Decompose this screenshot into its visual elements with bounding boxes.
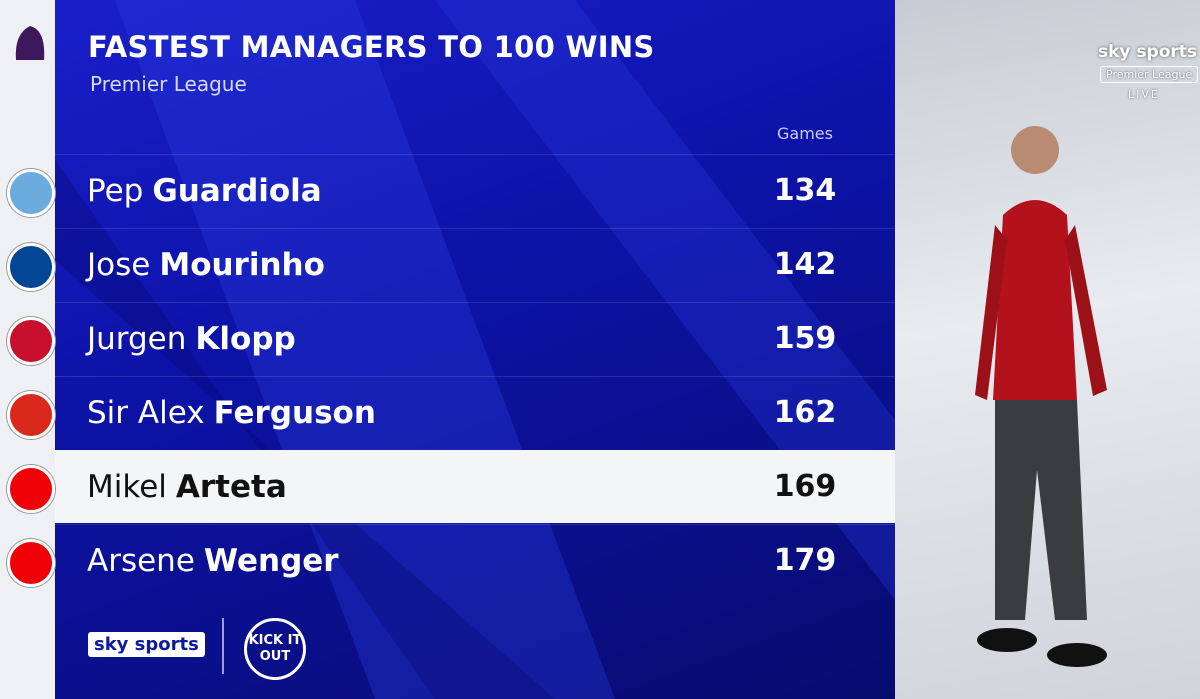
first-name: Sir Alex bbox=[87, 395, 205, 431]
manager-name: Jose Mourinho bbox=[87, 229, 325, 301]
subtitle: Premier League bbox=[90, 72, 247, 96]
table-row: Arsene Wenger 179 bbox=[55, 524, 895, 597]
league-logo bbox=[15, 26, 45, 60]
games-value: 134 bbox=[773, 173, 837, 208]
last-name: Wenger bbox=[203, 543, 339, 579]
table-row: Jurgen Klopp 159 bbox=[55, 302, 895, 375]
separator bbox=[222, 618, 224, 674]
campaign-logo: KICK IT OUT bbox=[244, 618, 306, 680]
channel-logo: sky sports bbox=[1098, 42, 1198, 62]
manager-name: Pep Guardiola bbox=[87, 155, 322, 227]
table-row: Pep Guardiola 134 bbox=[55, 154, 895, 227]
first-name: Jose bbox=[87, 247, 151, 283]
games-value: 179 bbox=[773, 543, 837, 578]
club-badge bbox=[7, 465, 55, 513]
first-name: Arsene bbox=[87, 543, 195, 579]
club-badge bbox=[7, 539, 55, 587]
first-name: Mikel bbox=[87, 469, 167, 505]
table-row: Mikel Arteta 169 bbox=[55, 450, 895, 523]
manager-name: Arsene Wenger bbox=[87, 525, 339, 597]
last-name: Mourinho bbox=[159, 247, 325, 283]
title: FASTEST MANAGERS TO 100 WINS bbox=[88, 30, 655, 64]
last-name: Klopp bbox=[195, 321, 296, 357]
table-panel bbox=[55, 0, 895, 699]
games-value: 162 bbox=[773, 395, 837, 430]
last-name: Arteta bbox=[175, 469, 287, 505]
manager-name: Sir Alex Ferguson bbox=[87, 377, 376, 449]
games-value: 142 bbox=[773, 247, 837, 282]
first-name: Jurgen bbox=[87, 321, 187, 357]
club-badge bbox=[7, 317, 55, 365]
column-header: Games bbox=[777, 124, 833, 143]
table-row: Jose Mourinho 142 bbox=[55, 228, 895, 301]
club-badge bbox=[7, 169, 55, 217]
manager-name: Mikel Arteta bbox=[87, 451, 287, 523]
channel-league: Premier League bbox=[1100, 66, 1199, 83]
manager-photo bbox=[895, 0, 1200, 699]
club-badge bbox=[7, 391, 55, 439]
last-name: Guardiola bbox=[152, 173, 322, 209]
manager-figure bbox=[975, 126, 1107, 667]
live-tag: LIVE bbox=[1128, 88, 1160, 101]
club-badge bbox=[7, 243, 55, 291]
games-value: 159 bbox=[773, 321, 837, 356]
games-value: 169 bbox=[773, 469, 837, 504]
table-row: Sir Alex Ferguson 162 bbox=[55, 376, 895, 449]
broadcaster-logo: sky sports bbox=[88, 632, 205, 657]
first-name: Pep bbox=[87, 173, 144, 209]
last-name: Ferguson bbox=[213, 395, 376, 431]
manager-name: Jurgen Klopp bbox=[87, 303, 296, 375]
